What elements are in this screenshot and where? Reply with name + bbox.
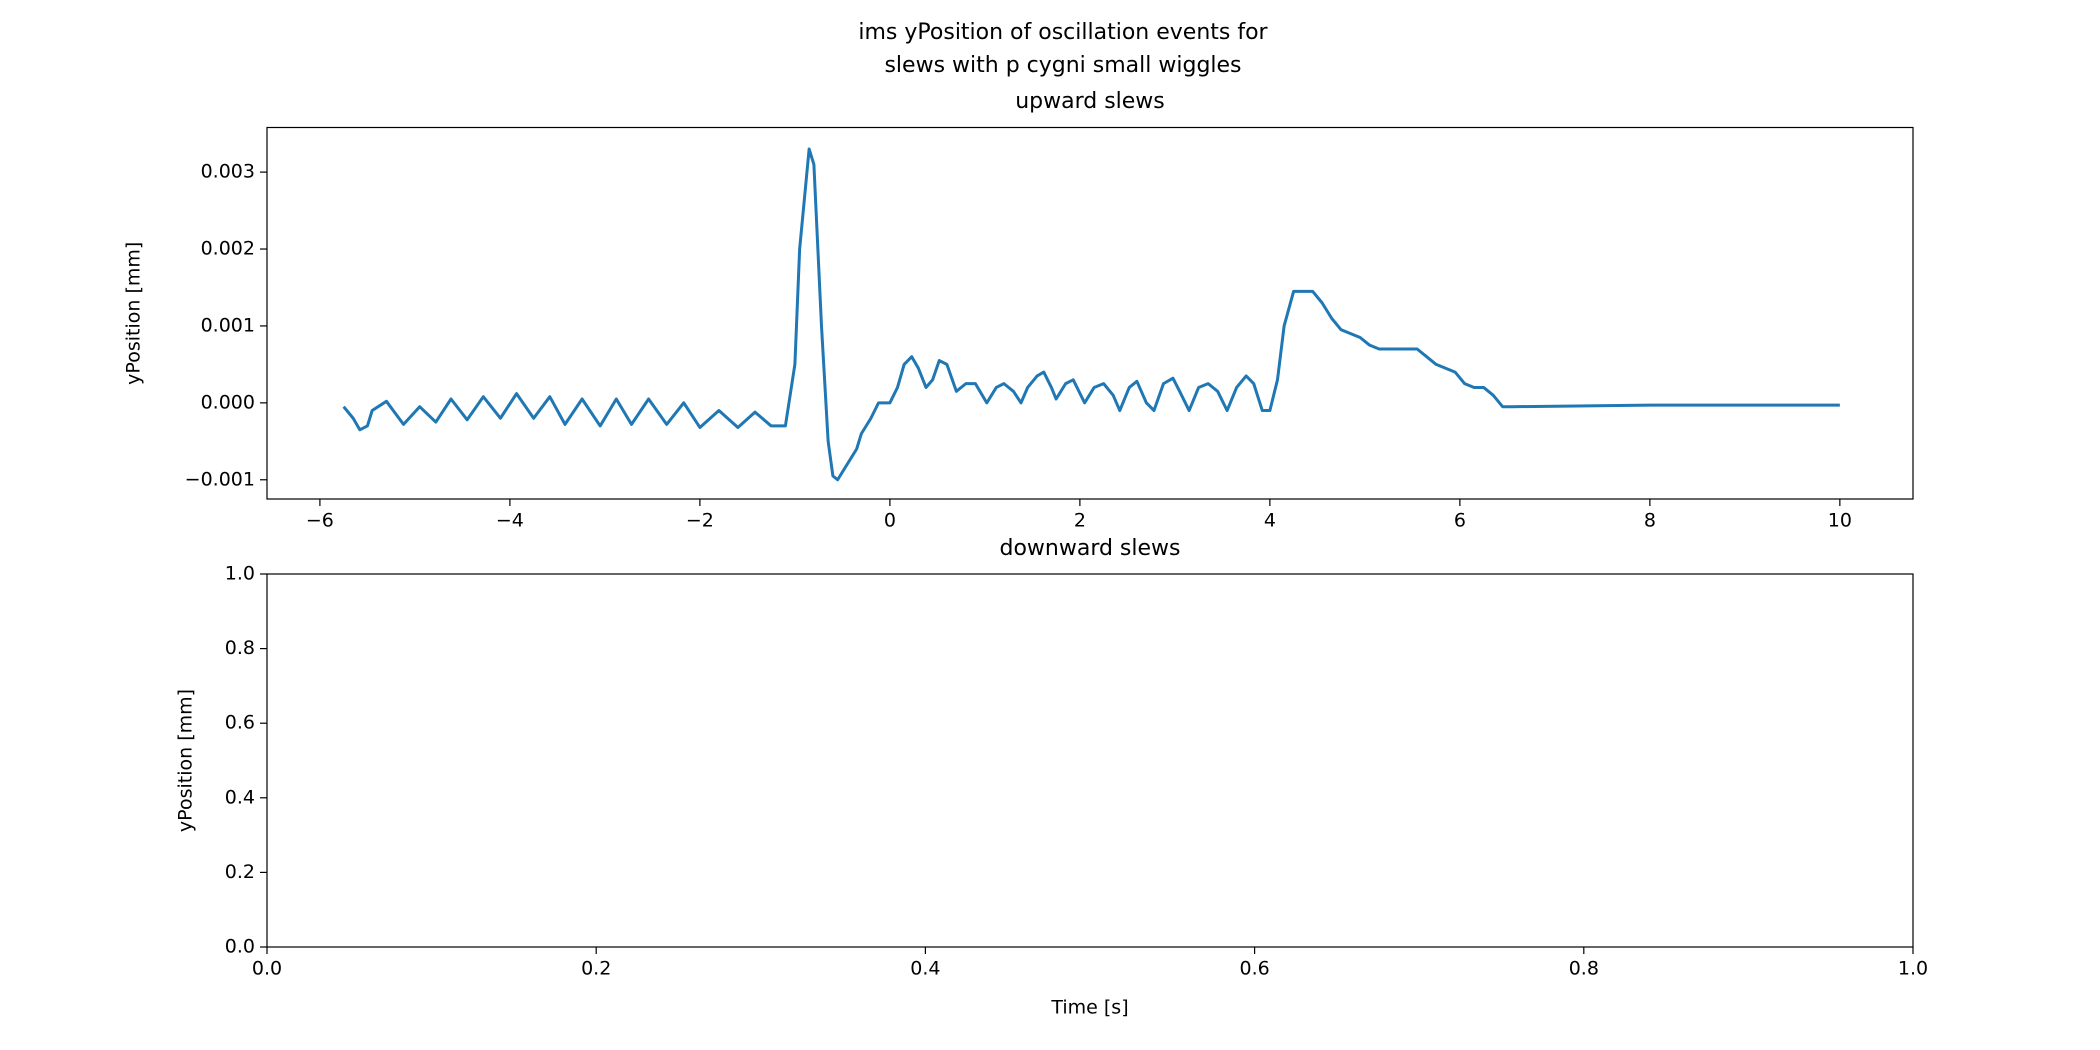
x-tick-label: 0.2: [581, 958, 611, 980]
axes-frame: [266, 126, 1914, 500]
x-tick-label: 0.4: [910, 958, 940, 980]
y-tick-label: 0.4: [225, 786, 255, 808]
y-tick-label: 0.002: [201, 238, 255, 260]
data-line: [342, 147, 1840, 482]
x-tick-label: −6: [306, 510, 334, 532]
y-tick-label: 0.6: [225, 712, 255, 734]
x-tick-label: 2: [1074, 510, 1086, 532]
y-tick-label: 0.0: [225, 936, 255, 958]
x-tick-label: 1.0: [1898, 958, 1928, 980]
axes-title: upward slews: [1015, 89, 1165, 114]
y-tick-label: 1.0: [225, 563, 255, 585]
y-tick-label: 0.8: [225, 637, 255, 659]
y-tick-label: 0.001: [201, 314, 255, 336]
y-tick-label: 0.2: [225, 861, 255, 883]
y-tick-label: −0.001: [185, 468, 255, 490]
x-tick-label: −2: [686, 510, 714, 532]
x-tick-label: 4: [1264, 510, 1276, 532]
x-tick-label: 0: [884, 510, 896, 532]
y-tick-label: 0.003: [201, 161, 255, 183]
y-tick-label: 0.000: [201, 391, 255, 413]
x-axis-label: Time [s]: [1050, 997, 1128, 1019]
x-tick-label: 0.8: [1569, 958, 1599, 980]
y-axis-label: yPosition [mm]: [175, 689, 197, 832]
axes-title: downward slews: [999, 536, 1180, 561]
x-tick-label: 8: [1644, 510, 1656, 532]
x-tick-label: −4: [496, 510, 524, 532]
y-axis-label: yPosition [mm]: [123, 242, 145, 385]
x-tick-label: 0.0: [252, 958, 282, 980]
x-tick-label: 0.6: [1239, 958, 1269, 980]
figure-title: slews with p cygni small wiggles: [884, 53, 1241, 78]
axes-frame: [266, 573, 1914, 948]
x-tick-label: 6: [1454, 510, 1466, 532]
x-tick-label: 10: [1828, 510, 1852, 532]
figure-title: ims yPosition of oscillation events for: [858, 20, 1268, 45]
